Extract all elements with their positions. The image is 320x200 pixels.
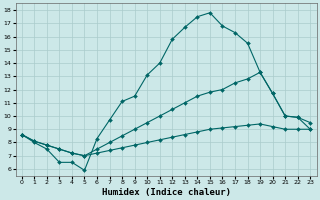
X-axis label: Humidex (Indice chaleur): Humidex (Indice chaleur) — [101, 188, 230, 197]
